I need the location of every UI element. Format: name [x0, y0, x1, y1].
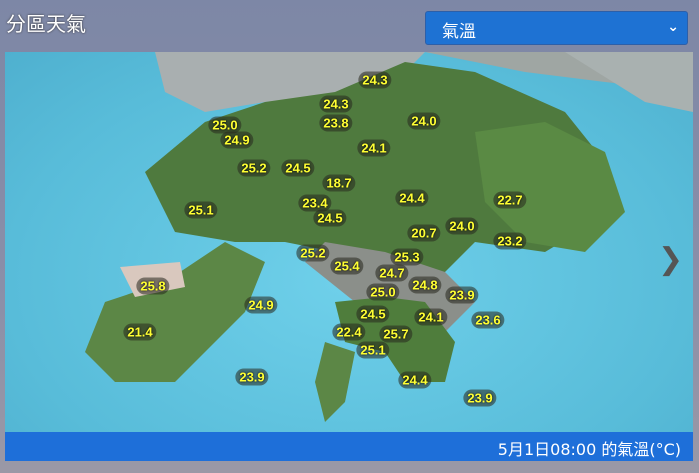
- temperature-label: 24.0: [407, 112, 441, 130]
- temperature-label: 24.8: [408, 276, 442, 294]
- chevron-down-icon: ⌄: [667, 19, 679, 35]
- temperature-label: 25.4: [330, 257, 364, 275]
- temperature-label: 24.9: [220, 131, 254, 149]
- temperature-label: 24.1: [357, 139, 391, 157]
- temperature-label: 25.0: [366, 283, 400, 301]
- temperature-label: 23.6: [471, 311, 505, 329]
- temperature-label: 22.7: [493, 191, 527, 209]
- temperature-label: 25.2: [296, 244, 330, 262]
- temperature-label: 24.1: [414, 308, 448, 326]
- temperature-label: 25.3: [390, 248, 424, 266]
- selected-value: 氣溫: [442, 22, 476, 42]
- temperature-label: 24.0: [445, 217, 479, 235]
- temperature-label: 25.0: [208, 116, 242, 134]
- temperature-label: 25.1: [184, 201, 218, 219]
- temperature-label: 24.4: [395, 189, 429, 207]
- temperature-label: 24.5: [313, 209, 347, 227]
- temperature-label: 22.4: [332, 323, 366, 341]
- temperature-label: 25.1: [356, 341, 390, 359]
- temperature-label: 24.5: [281, 159, 315, 177]
- temperature-label: 18.7: [322, 174, 356, 192]
- temperature-label: 23.9: [235, 368, 269, 386]
- chevron-right-icon[interactable]: ❯: [658, 242, 684, 277]
- temperature-label: 23.2: [493, 232, 527, 250]
- temperature-label: 21.4: [123, 323, 157, 341]
- regional-map: 24.3 24.3 23.8 24.0 25.0 24.9 24.1 25.2 24.5 18.7…: [5, 52, 693, 432]
- temperature-label: 20.7: [407, 224, 441, 242]
- temperature-label: 25.8: [136, 277, 170, 295]
- temperature-label: 23.4: [298, 194, 332, 212]
- temperature-label: 24.3: [319, 95, 353, 113]
- temperature-label: 23.9: [463, 389, 497, 407]
- temperature-label: 24.4: [398, 371, 432, 389]
- temperature-label: 24.5: [356, 305, 390, 323]
- map-caption: 5月1日08:00 的氣溫(°C): [5, 432, 693, 461]
- temperature-label: 24.7: [375, 264, 409, 282]
- page-title: 分區天氣: [6, 12, 86, 36]
- temperature-label: 23.9: [445, 286, 479, 304]
- element-select[interactable]: 氣溫 ⌄: [425, 11, 688, 45]
- temperature-label: 25.7: [379, 325, 413, 343]
- temperature-label: 24.9: [244, 296, 278, 314]
- temperature-label: 23.8: [319, 114, 353, 132]
- temperature-label: 24.3: [358, 71, 392, 89]
- temperature-label: 25.2: [237, 159, 271, 177]
